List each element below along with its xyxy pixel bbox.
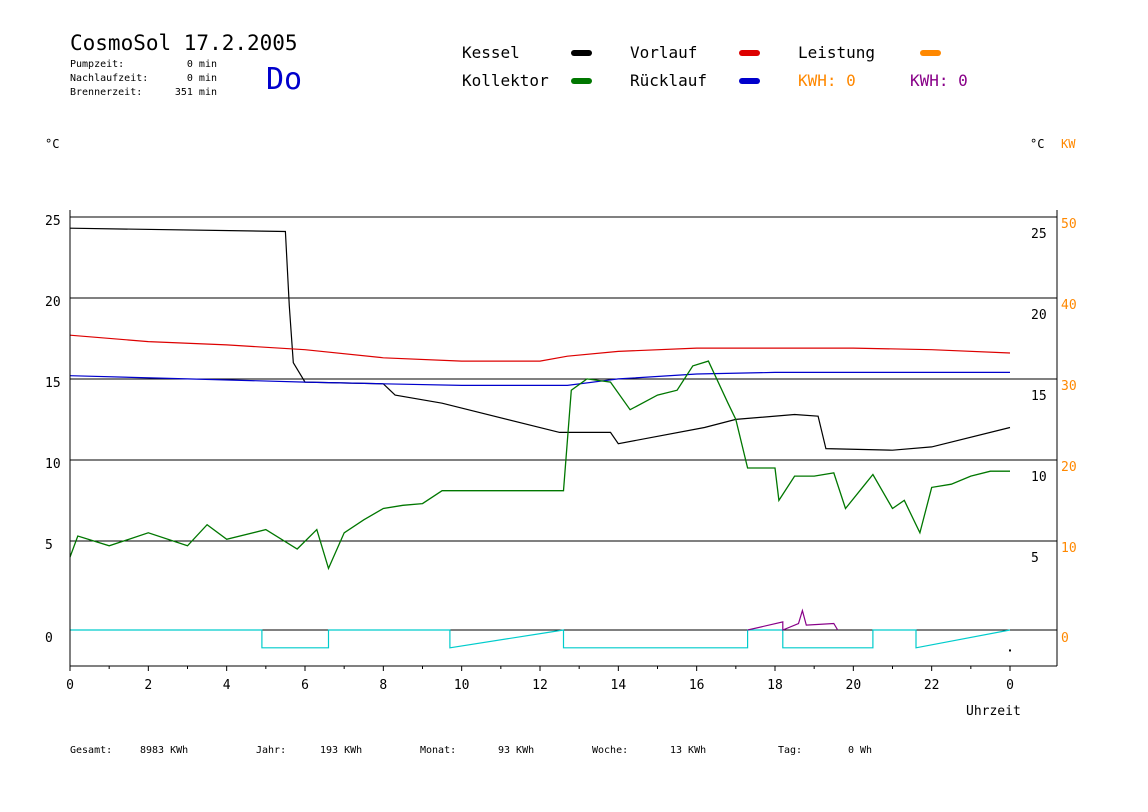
y-right-kw-tick-label: 0 — [1061, 631, 1069, 646]
x-tick-label: 10 — [454, 678, 470, 693]
legend-swatch-kessel — [571, 50, 592, 56]
x-tick-label: 6 — [301, 678, 309, 693]
footer-label-monat: Monat: — [420, 745, 456, 756]
footer-value-jahr: 193 KWh — [320, 745, 362, 756]
stat-value-brennerzeit: 351 min — [175, 87, 217, 98]
y-left-tick-label: 15 — [45, 376, 61, 391]
right-axis-unit-temp: °C — [1030, 137, 1044, 151]
x-tick-label: 2 — [144, 678, 152, 693]
y-left-tick-label: 0 — [45, 631, 53, 646]
footer-label-gesamt: Gesamt: — [70, 745, 112, 756]
gridlines — [70, 216, 1057, 631]
y-left-tick-label: 25 — [45, 214, 61, 229]
legend-label-vorlauf: Vorlauf — [630, 43, 697, 62]
y-right-temp-tick-label: 15 — [1031, 389, 1047, 404]
legend-label-kollektor: Kollektor — [462, 71, 549, 90]
legend-label-leistung: Leistung — [798, 43, 875, 62]
x-axis-label: Uhrzeit — [966, 704, 1021, 719]
footer-label-woche: Woche: — [592, 745, 628, 756]
series-line-vorlauf — [69, 334, 1011, 362]
stat-label-nachlaufzeit: Nachlaufzeit: — [70, 73, 148, 84]
legend-label-kessel: Kessel — [462, 43, 520, 62]
header-stats: Pumpzeit: 0 min Nachlaufzeit: 0 min Bren… — [70, 59, 217, 98]
y-left-tick-label: 20 — [45, 295, 61, 310]
legend-kwh-leistung: KWH: 0 — [798, 71, 856, 90]
x-tick-label: 0 — [66, 678, 74, 693]
y-right-temp-tick-label: 20 — [1031, 308, 1047, 323]
footer-label-tag: Tag: — [778, 745, 802, 756]
x-tick-label: 18 — [767, 678, 783, 693]
axes-layer — [69, 210, 1058, 671]
series-line-leistung2 — [747, 608, 839, 631]
x-tick-label: 12 — [532, 678, 548, 693]
legend: Kessel Vorlauf Leistung Kollektor Rückla… — [462, 43, 968, 90]
x-tick-label: 22 — [924, 678, 940, 693]
legend-swatch-kollektor — [571, 78, 592, 84]
y-right-temp-tick-label: 5 — [1031, 551, 1039, 566]
legend-label-ruecklauf: Rücklauf — [630, 71, 707, 90]
series-line-ruecklauf — [69, 371, 1010, 386]
series-layer — [69, 227, 1011, 652]
legend-kwh-2: KWH: 0 — [910, 71, 968, 90]
weekday-label: Do — [266, 62, 302, 97]
x-tick-label: 16 — [689, 678, 705, 693]
tick-labels: 0 2 4 6 8 10 12 14 16 18 20 22 0 0 5 10 15 20 25 5 10 15 20 25 0… — [45, 214, 1077, 693]
x-tick-label: 20 — [846, 678, 862, 693]
y-right-temp-tick-label: 10 — [1031, 470, 1047, 485]
y-right-kw-tick-label: 40 — [1061, 298, 1077, 313]
legend-swatch-vorlauf — [739, 50, 760, 56]
y-right-kw-tick-label: 30 — [1061, 379, 1077, 394]
footer-value-woche: 13 KWh — [670, 745, 706, 756]
x-tick-label: 14 — [611, 678, 627, 693]
x-tick-label: 8 — [379, 678, 387, 693]
end-marker — [1009, 649, 1011, 652]
y-left-tick-label: 5 — [45, 538, 53, 553]
y-right-temp-tick-label: 25 — [1031, 227, 1047, 242]
x-tick-label: 4 — [223, 678, 231, 693]
footer-label-jahr: Jahr: — [256, 745, 286, 756]
footer-value-gesamt: 8983 KWh — [140, 745, 188, 756]
stat-value-pumpzeit: 0 min — [187, 59, 217, 70]
stat-value-nachlaufzeit: 0 min — [187, 73, 217, 84]
series-line-kessel — [69, 227, 1011, 451]
series-line-kollektor — [69, 360, 1010, 571]
stat-label-pumpzeit: Pumpzeit: — [70, 59, 124, 70]
footer-value-tag: 0 Wh — [848, 745, 872, 756]
series-line-leistung — [70, 629, 1011, 649]
x-tick-label: 0 — [1006, 678, 1014, 693]
stat-label-brennerzeit: Brennerzeit: — [70, 87, 142, 98]
legend-swatch-ruecklauf — [739, 78, 760, 84]
y-right-kw-tick-label: 20 — [1061, 460, 1077, 475]
chart-title: CosmoSol 17.2.2005 — [70, 31, 298, 55]
y-right-kw-tick-label: 10 — [1061, 541, 1077, 556]
footer-stats: Gesamt: 8983 KWh Jahr: 193 KWh Monat: 93… — [70, 745, 872, 756]
right-axis-unit-kw: KW — [1061, 137, 1076, 151]
left-axis-unit: °C — [45, 137, 59, 151]
y-right-kw-tick-label: 50 — [1061, 217, 1077, 232]
legend-swatch-leistung — [920, 50, 941, 56]
y-left-tick-label: 10 — [45, 457, 61, 472]
footer-value-monat: 93 KWh — [498, 745, 534, 756]
